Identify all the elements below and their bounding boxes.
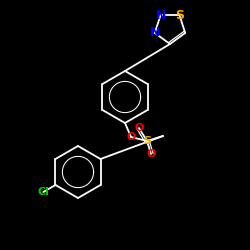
Text: S: S	[175, 8, 184, 22]
Text: S: S	[143, 136, 151, 146]
Text: N: N	[156, 8, 166, 22]
Text: N: N	[150, 26, 160, 40]
Text: O: O	[134, 123, 144, 133]
Text: O: O	[146, 149, 156, 159]
Text: Cl: Cl	[38, 187, 49, 197]
Text: O: O	[126, 132, 136, 142]
